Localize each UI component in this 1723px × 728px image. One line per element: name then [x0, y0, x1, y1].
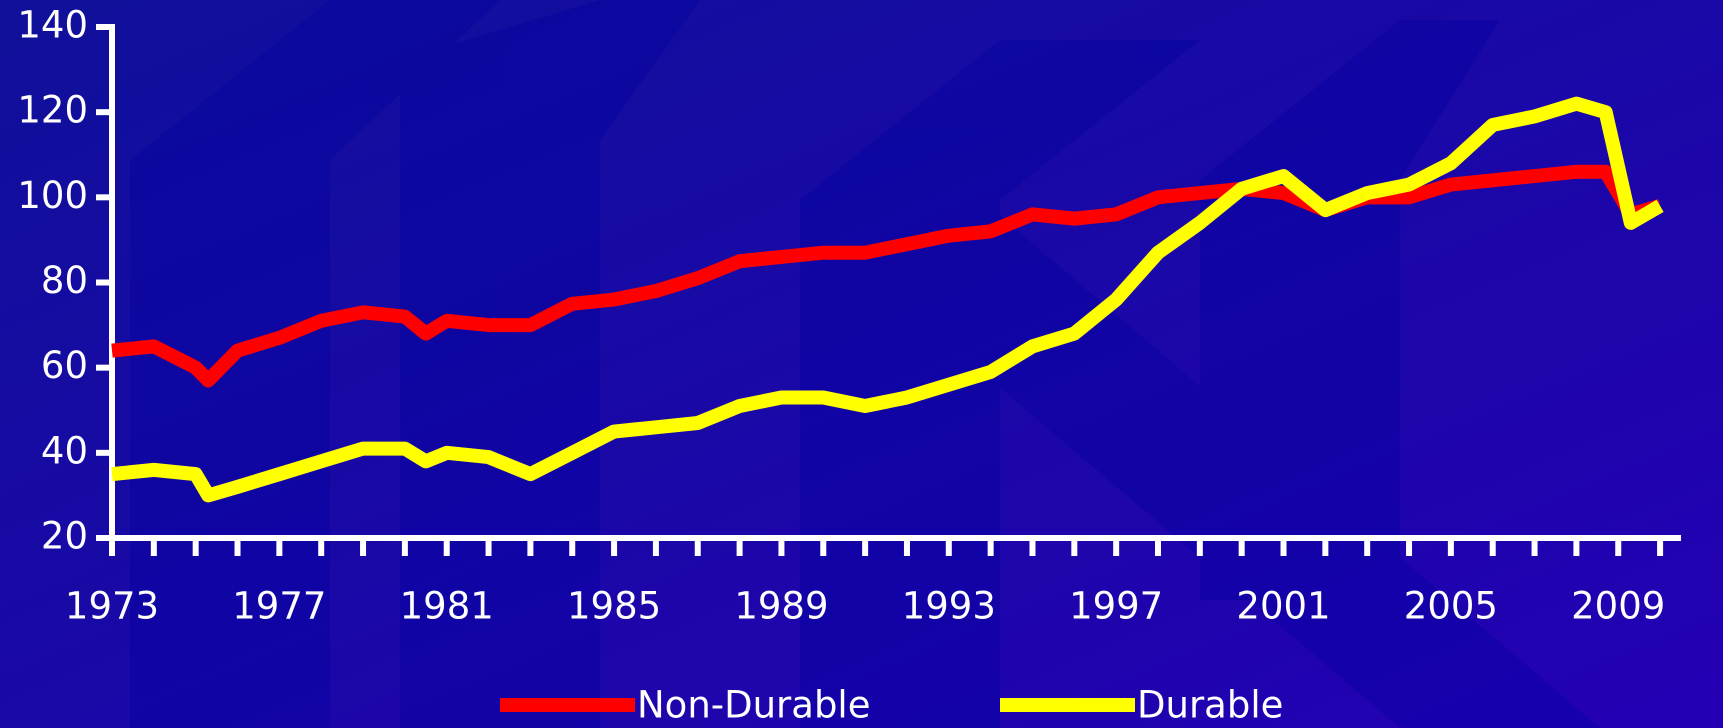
legend-label: Durable [1137, 684, 1283, 727]
y-tick-label: 60 [41, 344, 88, 387]
x-tick-label: 2005 [1404, 585, 1498, 628]
x-tick-label: 1973 [65, 585, 159, 628]
y-tick-label: 100 [17, 174, 88, 217]
series-line [111, 96, 1664, 503]
legend-label: Non-Durable [637, 684, 870, 727]
y-tick-label: 140 [17, 4, 88, 47]
series-line [111, 164, 1663, 388]
x-tick-label: 1985 [567, 585, 661, 628]
x-tick-label: 2009 [1571, 585, 1665, 628]
y-tick-label: 80 [41, 259, 88, 302]
x-tick-label: 2001 [1236, 585, 1330, 628]
y-tick-label: 120 [17, 89, 88, 132]
x-tick-label: 1989 [734, 585, 828, 628]
x-tick-label: 1997 [1069, 585, 1163, 628]
x-tick-label: 1981 [400, 585, 494, 628]
y-tick-label: 40 [41, 429, 88, 472]
x-tick-label: 1993 [902, 585, 996, 628]
x-tick-label: 1977 [232, 585, 326, 628]
y-tick-label: 20 [41, 515, 88, 558]
decoration [130, 0, 1600, 728]
